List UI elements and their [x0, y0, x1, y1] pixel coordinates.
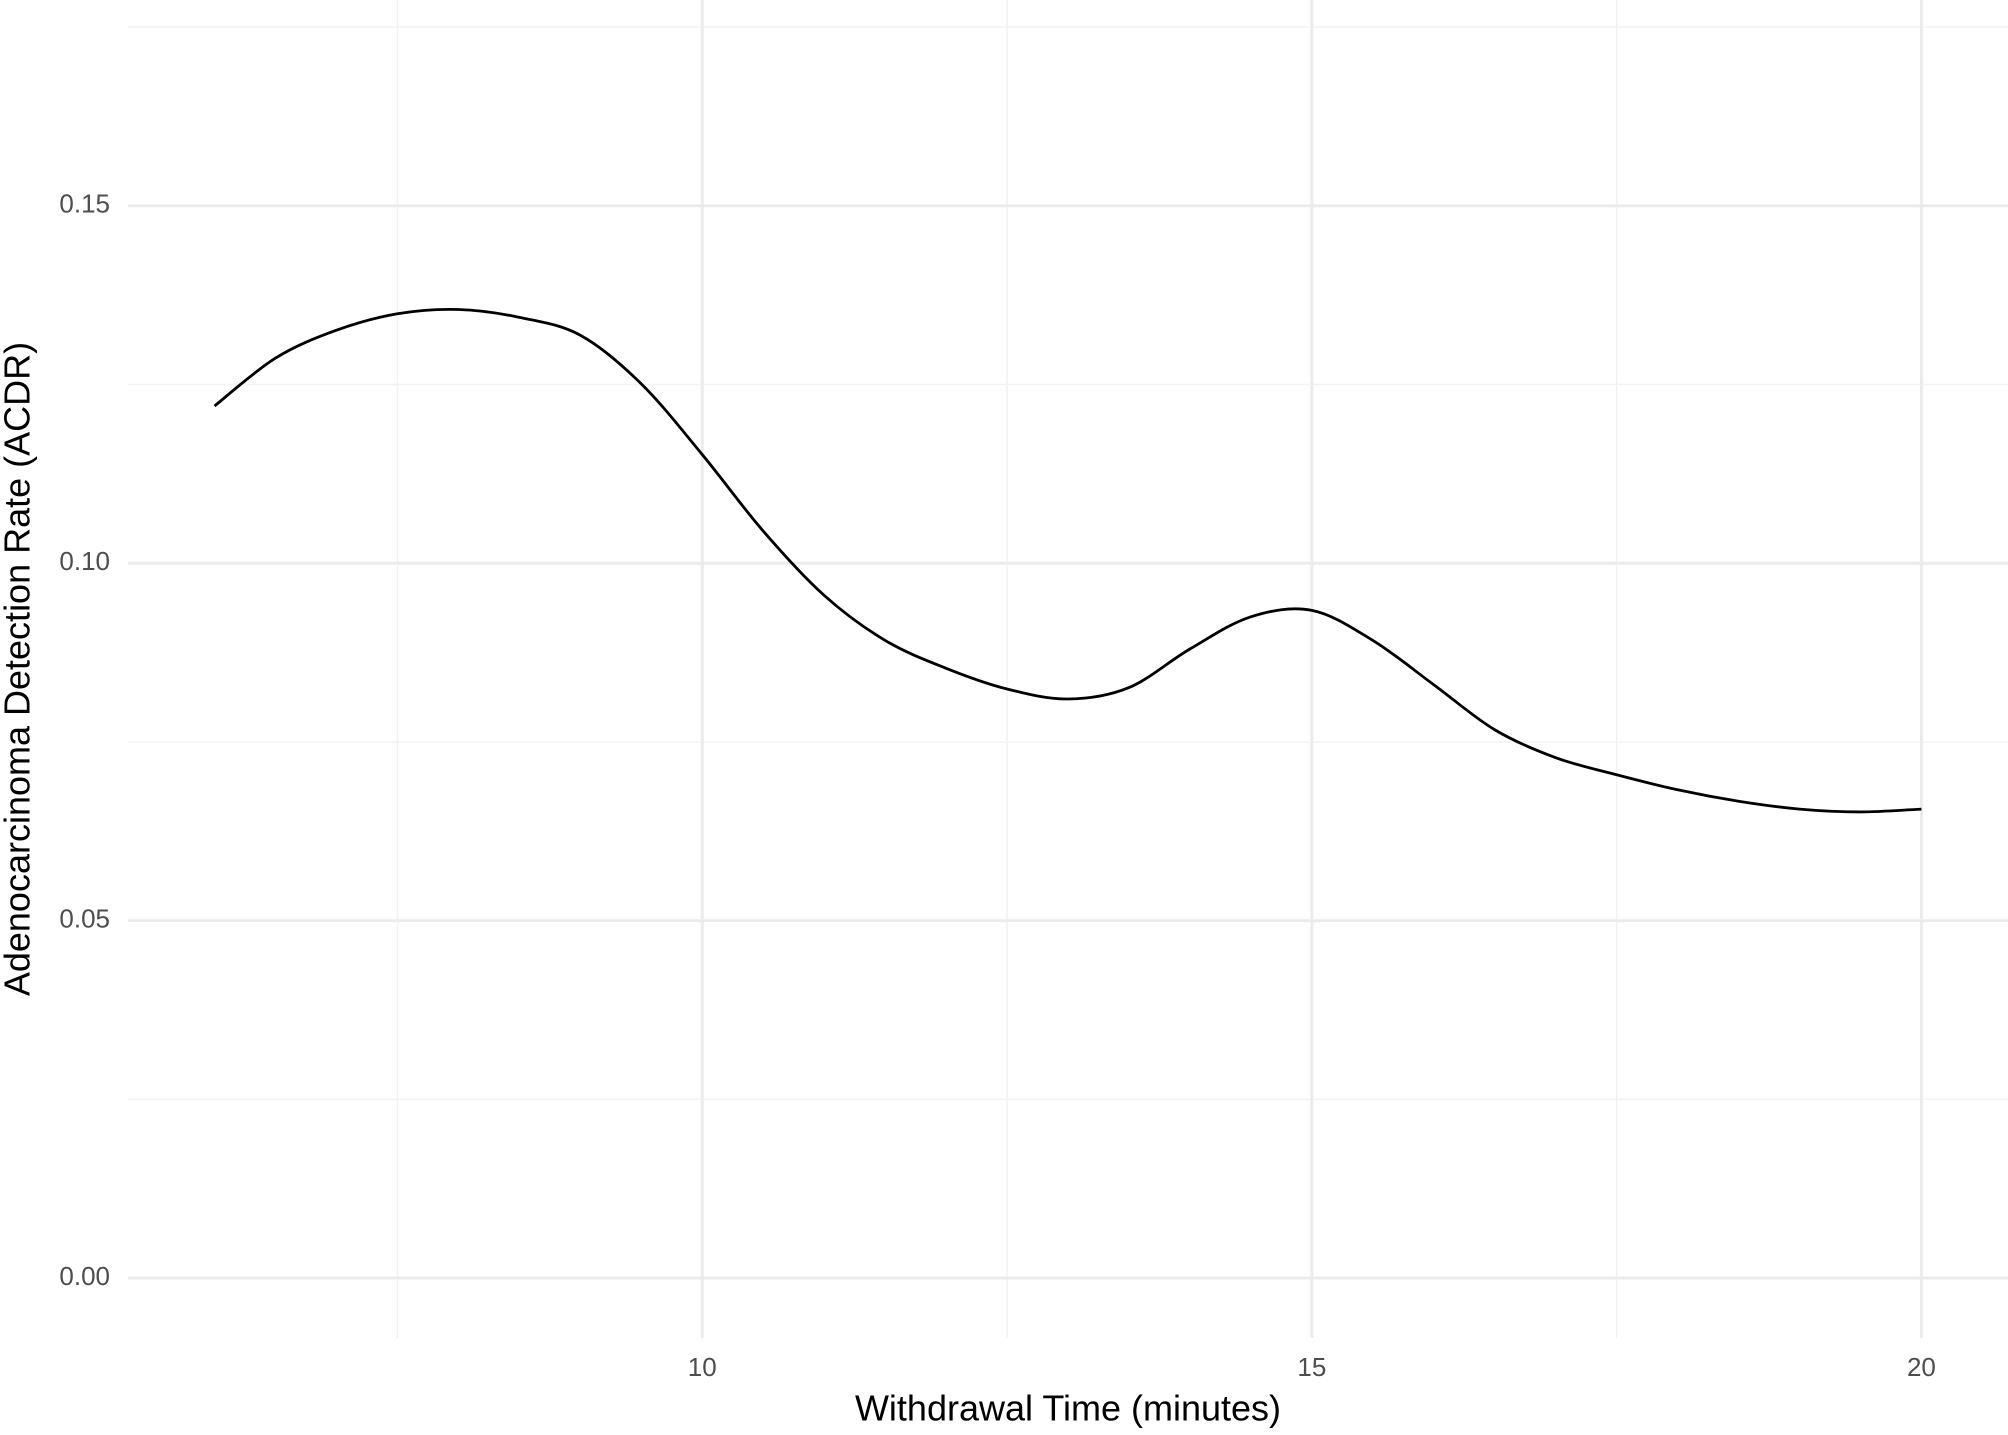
x-tick-label: 15	[1297, 1352, 1326, 1382]
x-tick-label: 20	[1907, 1352, 1936, 1382]
x-axis-title: Withdrawal Time (minutes)	[855, 1388, 1281, 1429]
y-axis-title: Adenocarcinoma Detection Rate (ACDR)	[0, 342, 38, 996]
y-tick-label: 0.15	[59, 189, 110, 219]
y-tick-label: 0.00	[59, 1261, 110, 1291]
y-tick-label: 0.05	[59, 903, 110, 933]
x-tick-label: 10	[688, 1352, 717, 1382]
y-tick-label: 0.10	[59, 546, 110, 576]
line	[213, 307, 1922, 814]
grid	[128, 0, 2008, 1338]
